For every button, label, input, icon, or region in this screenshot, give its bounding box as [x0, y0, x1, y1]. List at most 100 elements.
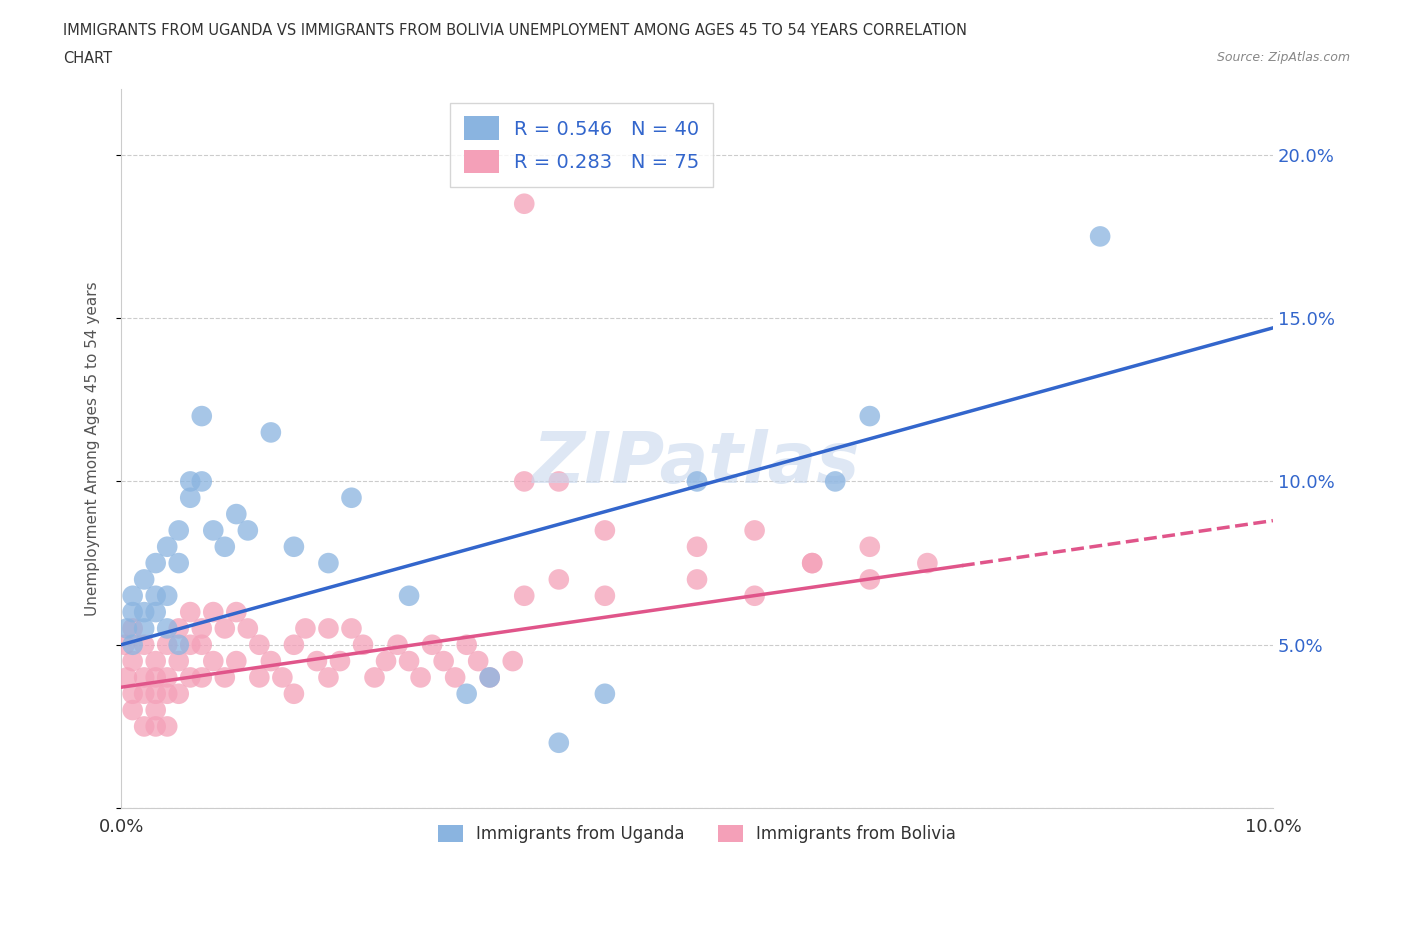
Point	[145, 604, 167, 619]
Point	[190, 474, 212, 489]
Point	[167, 523, 190, 538]
Point	[513, 474, 536, 489]
Point	[145, 686, 167, 701]
Point	[444, 670, 467, 684]
Point	[340, 621, 363, 636]
Point	[167, 621, 190, 636]
Point	[156, 670, 179, 684]
Point	[167, 654, 190, 669]
Point	[202, 654, 225, 669]
Point	[167, 686, 190, 701]
Point	[744, 523, 766, 538]
Point	[801, 555, 824, 570]
Point	[283, 637, 305, 652]
Point	[167, 555, 190, 570]
Point	[502, 654, 524, 669]
Y-axis label: Unemployment Among Ages 45 to 54 years: Unemployment Among Ages 45 to 54 years	[86, 282, 100, 616]
Point	[593, 686, 616, 701]
Point	[190, 637, 212, 652]
Point	[115, 670, 138, 684]
Point	[145, 719, 167, 734]
Point	[801, 555, 824, 570]
Point	[121, 686, 143, 701]
Point	[156, 539, 179, 554]
Point	[859, 408, 882, 423]
Point	[294, 621, 316, 636]
Point	[329, 654, 352, 669]
Point	[456, 686, 478, 701]
Point	[456, 637, 478, 652]
Point	[156, 686, 179, 701]
Text: Source: ZipAtlas.com: Source: ZipAtlas.com	[1216, 51, 1350, 64]
Point	[214, 539, 236, 554]
Point	[318, 670, 340, 684]
Point	[225, 507, 247, 522]
Point	[305, 654, 328, 669]
Point	[271, 670, 294, 684]
Point	[398, 589, 420, 604]
Point	[115, 621, 138, 636]
Point	[156, 589, 179, 604]
Point	[121, 654, 143, 669]
Point	[225, 654, 247, 669]
Point	[179, 670, 201, 684]
Point	[859, 539, 882, 554]
Point	[156, 637, 179, 652]
Point	[145, 670, 167, 684]
Point	[375, 654, 398, 669]
Point	[686, 572, 709, 587]
Point	[478, 670, 501, 684]
Point	[190, 670, 212, 684]
Point	[134, 686, 156, 701]
Point	[547, 736, 569, 751]
Point	[179, 637, 201, 652]
Point	[121, 637, 143, 652]
Point	[513, 196, 536, 211]
Point	[283, 539, 305, 554]
Point	[340, 490, 363, 505]
Point	[179, 490, 201, 505]
Point	[145, 589, 167, 604]
Point	[824, 474, 846, 489]
Point	[134, 637, 156, 652]
Point	[190, 408, 212, 423]
Point	[134, 604, 156, 619]
Point	[121, 621, 143, 636]
Point	[145, 703, 167, 718]
Point	[467, 654, 489, 669]
Point	[167, 637, 190, 652]
Point	[247, 670, 270, 684]
Point	[214, 621, 236, 636]
Point	[214, 670, 236, 684]
Point	[134, 621, 156, 636]
Point	[134, 719, 156, 734]
Point	[179, 604, 201, 619]
Point	[179, 474, 201, 489]
Point	[363, 670, 385, 684]
Point	[134, 670, 156, 684]
Point	[134, 572, 156, 587]
Point	[114, 637, 136, 652]
Point	[859, 572, 882, 587]
Point	[387, 637, 409, 652]
Point	[398, 654, 420, 669]
Point	[121, 703, 143, 718]
Point	[225, 604, 247, 619]
Point	[156, 719, 179, 734]
Point	[547, 572, 569, 587]
Point	[236, 621, 259, 636]
Point	[409, 670, 432, 684]
Point	[121, 604, 143, 619]
Point	[433, 654, 456, 669]
Point	[593, 589, 616, 604]
Point	[420, 637, 443, 652]
Point	[121, 589, 143, 604]
Point	[744, 589, 766, 604]
Point	[260, 425, 283, 440]
Point	[202, 523, 225, 538]
Point	[260, 654, 283, 669]
Point	[686, 474, 709, 489]
Point	[352, 637, 374, 652]
Point	[247, 637, 270, 652]
Point	[283, 686, 305, 701]
